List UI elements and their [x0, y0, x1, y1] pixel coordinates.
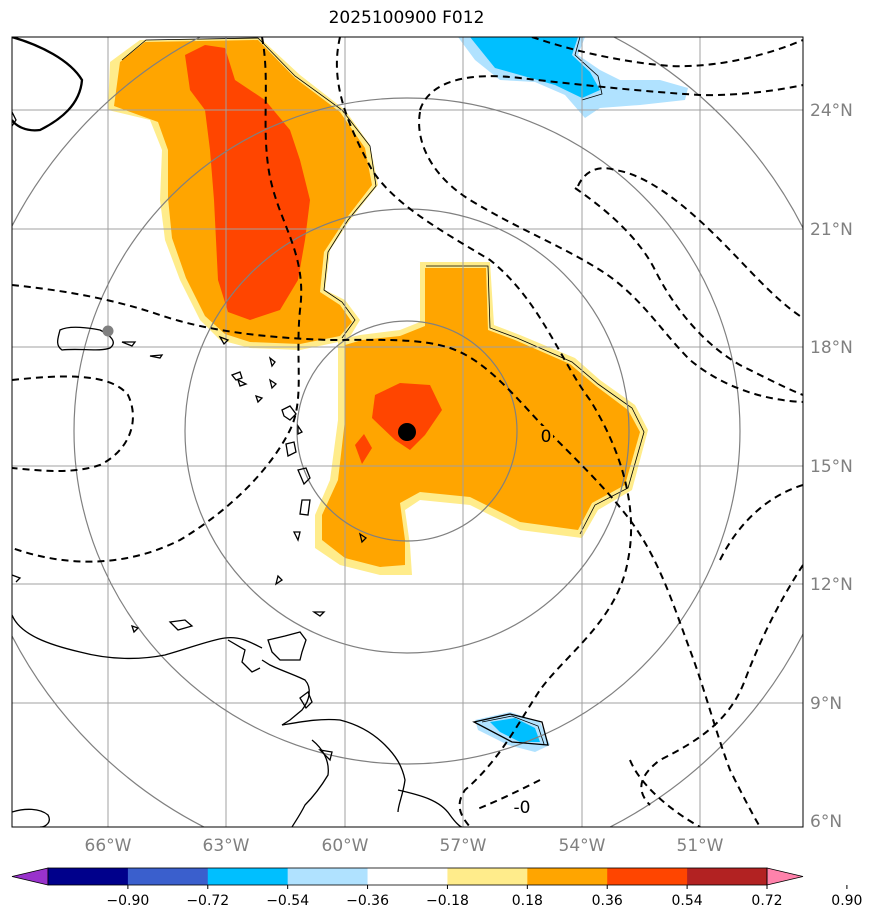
- colorbar-upper-extension: [766, 867, 804, 886]
- map-frame: [11, 36, 804, 828]
- contour-label-neg-zero: -0: [514, 798, 531, 818]
- lat-label: 15°N: [810, 457, 853, 477]
- longitude-labels: 66°W 63°W 60°W 57°W 54°W 51°W: [85, 836, 724, 856]
- colorbar-tick-label: 0.54: [672, 893, 703, 909]
- lat-label: 21°N: [810, 220, 853, 240]
- lon-label: 66°W: [85, 836, 132, 856]
- lon-label: 51°W: [677, 836, 724, 856]
- colorbar-segment: [207, 868, 289, 885]
- map-area: 0 -0: [12, 37, 803, 827]
- anomaly-outlines: [121, 37, 645, 745]
- colorbar-tick-label: 0.72: [751, 893, 782, 909]
- colorbar-tick-label: −0.72: [186, 893, 229, 909]
- range-rings: [12, 37, 803, 827]
- storm-center-marker: [398, 423, 416, 441]
- colorbar-segment: [287, 868, 369, 885]
- colorbar-lower-extension: [11, 867, 49, 886]
- dashed-contours: [12, 37, 803, 827]
- colorbar-segment: [127, 868, 209, 885]
- colorbar-tick-label: −0.90: [106, 893, 149, 909]
- colorbar-segment: [447, 868, 528, 885]
- contour-label-zero: 0: [541, 427, 552, 447]
- colorbar-segment: [367, 868, 448, 885]
- lat-label: 24°N: [810, 101, 853, 121]
- latitude-labels: 24°N 21°N 18°N 15°N 12°N 9°N 6°N: [810, 101, 853, 832]
- lon-label: 63°W: [203, 836, 250, 856]
- lon-label: 60°W: [322, 836, 369, 856]
- contour-labels: 0 -0: [509, 426, 553, 818]
- lat-label: 9°N: [810, 694, 842, 714]
- colorbar-tick-label: 0.90: [831, 893, 862, 909]
- colorbar-segment: [48, 868, 129, 885]
- colorbar-segment: [607, 868, 688, 885]
- positive-anomaly-fill: [108, 38, 648, 575]
- colorbar-segment: [687, 868, 768, 885]
- colorbar: −0.90 −0.72 −0.54 −0.36 −0.18 0.18 0.36 0.54 0.7…: [11, 867, 862, 909]
- colorbar-tick-label: −0.54: [266, 893, 309, 909]
- colorbar-frame: [47, 867, 768, 886]
- colorbar-tick-label: −0.36: [346, 893, 389, 909]
- lon-label: 54°W: [559, 836, 606, 856]
- coastlines: [12, 37, 549, 827]
- plot-title: 2025100900 F012: [328, 8, 485, 28]
- range-ring-3: [73, 97, 741, 765]
- lat-label: 18°N: [810, 338, 853, 358]
- lat-label: 6°N: [810, 812, 842, 832]
- lat-label: 12°N: [810, 575, 853, 595]
- colorbar-tick-label: 0.18: [512, 893, 543, 909]
- range-ring-2: [184, 208, 630, 654]
- colorbar-segment: [527, 868, 608, 885]
- lon-label: 57°W: [440, 836, 487, 856]
- range-ring-1: [296, 320, 518, 542]
- colorbar-tick-label: 0.36: [592, 893, 623, 909]
- colorbar-tick-label: −0.18: [426, 893, 469, 909]
- secondary-location-marker: [102, 325, 114, 337]
